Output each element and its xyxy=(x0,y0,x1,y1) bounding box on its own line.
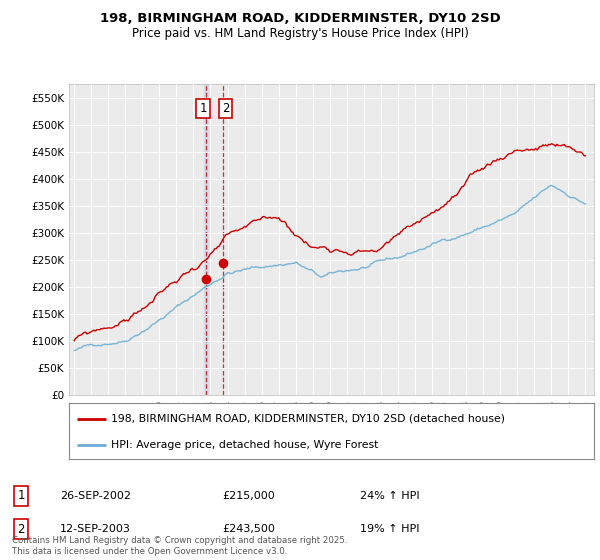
Text: 198, BIRMINGHAM ROAD, KIDDERMINSTER, DY10 2SD: 198, BIRMINGHAM ROAD, KIDDERMINSTER, DY1… xyxy=(100,12,500,25)
Text: 1: 1 xyxy=(17,489,25,502)
Text: 19% ↑ HPI: 19% ↑ HPI xyxy=(360,524,419,534)
Text: 2: 2 xyxy=(222,102,229,115)
Text: HPI: Average price, detached house, Wyre Forest: HPI: Average price, detached house, Wyre… xyxy=(111,440,379,450)
Text: 12-SEP-2003: 12-SEP-2003 xyxy=(60,524,131,534)
Text: 26-SEP-2002: 26-SEP-2002 xyxy=(60,491,131,501)
Text: 1: 1 xyxy=(199,102,207,115)
Text: 2: 2 xyxy=(17,522,25,536)
Text: 24% ↑ HPI: 24% ↑ HPI xyxy=(360,491,419,501)
Text: Contains HM Land Registry data © Crown copyright and database right 2025.
This d: Contains HM Land Registry data © Crown c… xyxy=(12,536,347,556)
Text: 198, BIRMINGHAM ROAD, KIDDERMINSTER, DY10 2SD (detached house): 198, BIRMINGHAM ROAD, KIDDERMINSTER, DY1… xyxy=(111,414,505,424)
Text: £243,500: £243,500 xyxy=(222,524,275,534)
Bar xyxy=(204,84,208,395)
Text: £215,000: £215,000 xyxy=(222,491,275,501)
Text: Price paid vs. HM Land Registry's House Price Index (HPI): Price paid vs. HM Land Registry's House … xyxy=(131,27,469,40)
